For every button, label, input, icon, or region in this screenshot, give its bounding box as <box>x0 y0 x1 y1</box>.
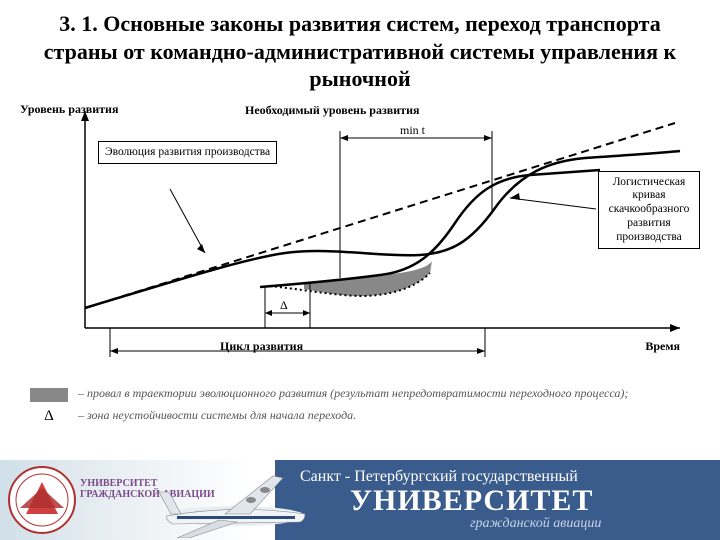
diagram-svg <box>20 103 700 363</box>
legend-text-2: – зона неустойчивости системы для начала… <box>78 408 356 422</box>
diagram-container: Уровень развития Необходимый уровень раз… <box>20 103 700 378</box>
legend-row-2: Δ – зона неустойчивости системы для нача… <box>30 408 720 425</box>
banner-line3: гражданской авиации <box>470 516 601 532</box>
legend-text-1: – провал в траектории эволюционного разв… <box>78 386 628 400</box>
legend-delta-symbol: Δ <box>30 408 68 425</box>
legend: – провал в траектории эволюционного разв… <box>30 386 720 425</box>
legend-row-1: – провал в траектории эволюционного разв… <box>30 386 720 402</box>
slide-title: 3. 1. Основные законы развития систем, п… <box>0 0 720 98</box>
airplane-icon <box>155 468 315 538</box>
slide-root: 3. 1. Основные законы развития систем, п… <box>0 0 720 540</box>
footer-banner: УНИВЕРСИТЕТ ГРАЖДАНСКОЙ АВИАЦИИ Санкт - … <box>0 460 720 540</box>
legend-swatch-shaded <box>30 388 68 402</box>
university-crest-icon <box>6 464 78 536</box>
banner-line2: УНИВЕРСИТЕТ <box>350 484 593 518</box>
